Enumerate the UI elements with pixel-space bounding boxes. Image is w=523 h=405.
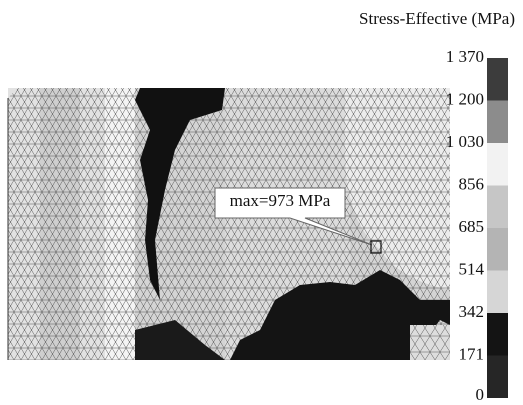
legend-label: 685 xyxy=(459,217,485,236)
legend-label: 0 xyxy=(476,385,485,404)
legend-band xyxy=(487,185,508,228)
legend-label: 171 xyxy=(459,344,485,363)
legend-band xyxy=(487,143,508,186)
legend-label: 514 xyxy=(459,259,485,278)
legend-band xyxy=(487,58,508,101)
legend-title: Stress-Effective (MPa) xyxy=(359,9,515,28)
legend-label: 342 xyxy=(459,302,485,321)
legend-band xyxy=(487,355,508,398)
legend-band xyxy=(487,270,508,313)
annotation: max=973 MPa xyxy=(230,191,331,210)
legend: 1 370 1 200 1 030 856 685 514 342 171 0 xyxy=(446,47,508,404)
legend-band xyxy=(487,100,508,143)
legend-band xyxy=(487,313,508,356)
legend-label: 1 200 xyxy=(446,89,484,108)
legend-band xyxy=(487,228,508,271)
legend-label: 856 xyxy=(459,174,485,193)
legend-label: 1 030 xyxy=(446,132,484,151)
callout: max=973 MPa xyxy=(214,187,382,254)
legend-label: 1 370 xyxy=(446,47,484,66)
fe-model xyxy=(7,88,450,360)
